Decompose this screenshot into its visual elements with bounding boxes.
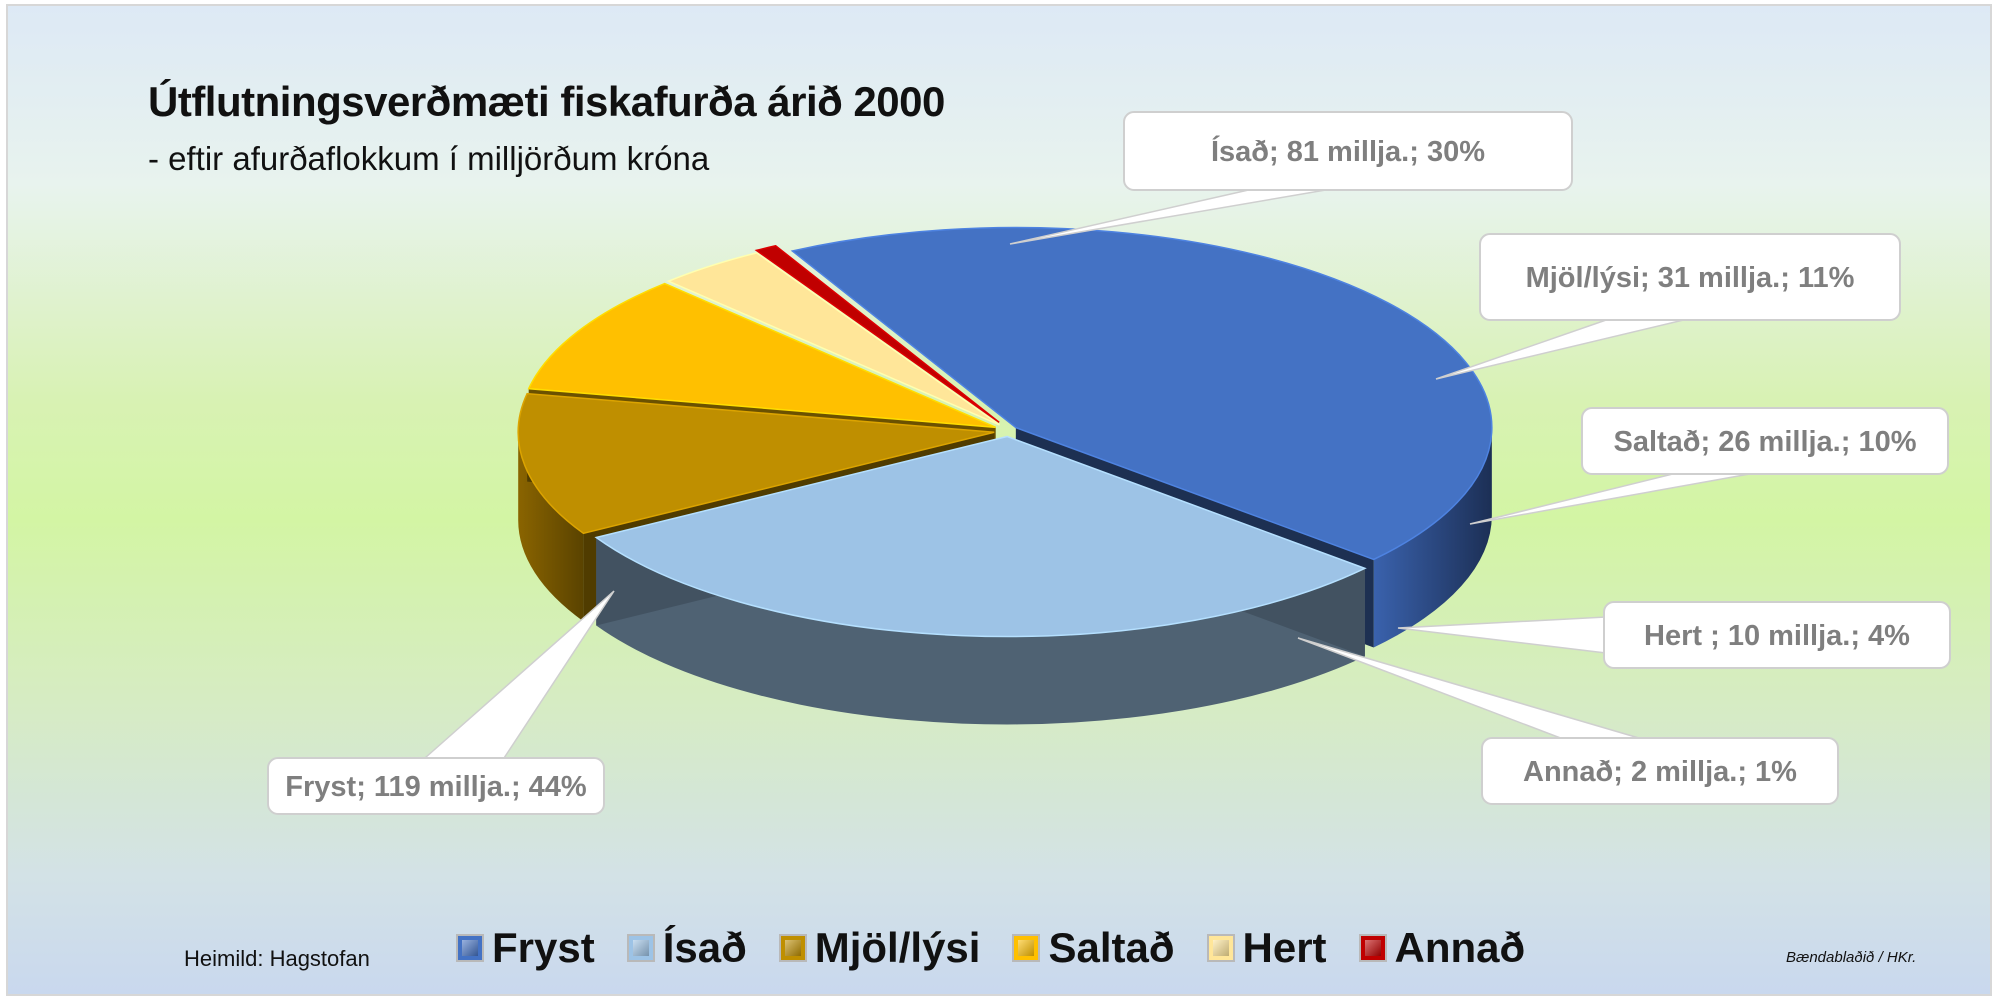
callout-sa: Ísað; 81 millja.; 30%	[1009, 111, 1573, 245]
chart-subtitle: - eftir afurðaflokkum í milljörðum króna	[148, 140, 710, 177]
legend-swatch	[456, 934, 484, 962]
legend: Fryst Ísað Mjöl/lýsi Saltað Hert Annað	[456, 924, 1525, 972]
legend-item-fryst: Fryst	[456, 924, 595, 972]
data-label-hert: Hert ; 10 millja.; 4%	[1644, 620, 1910, 652]
slice-mj-l-l-si	[517, 392, 995, 535]
callout-anna: Annað; 2 millja.; 1%	[1297, 637, 1839, 805]
legend-item-sa: Ísað	[626, 924, 747, 972]
legend-item-mj-l-l-si: Mjöl/lýsi	[778, 924, 981, 972]
legend-item-anna: Annað	[1358, 924, 1526, 972]
slice-side-fryst	[1373, 427, 1492, 648]
slice-hert	[666, 252, 1000, 426]
data-label-sa: Ísað; 81 millja.; 30%	[1211, 134, 1485, 168]
slice-side-mj-l-l-si	[518, 432, 584, 622]
chart-frame: Fryst; 119 millja.; 44% Ísað; 81 millja.;…	[6, 4, 1992, 996]
callout-box	[1581, 407, 1949, 475]
legend-label: Mjöl/lýsi	[814, 924, 981, 971]
slice-anna	[754, 244, 1000, 423]
credit-note: Bændablaðið / HKr.	[1786, 949, 1917, 966]
legend-label: Saltað	[1048, 924, 1175, 971]
legend-label: Hert	[1242, 924, 1327, 971]
callouts-layer: Fryst; 119 millja.; 44% Ísað; 81 millja.;…	[267, 111, 1951, 815]
callout-hert: Hert ; 10 millja.; 4%	[1397, 601, 1951, 669]
legend-item-hert: Hert	[1206, 924, 1327, 972]
slice-salta	[527, 282, 997, 429]
data-label-salta: Saltað; 26 millja.; 10%	[1613, 426, 1916, 458]
callout-pointer	[420, 590, 615, 761]
legend-label: Ísað	[662, 924, 747, 971]
data-label-fryst: Fryst; 119 millja.; 44%	[285, 771, 587, 803]
legend-swatch	[1012, 934, 1041, 962]
callout-pointer	[1297, 637, 1646, 741]
callout-box	[1123, 111, 1573, 191]
callout-pointer	[1435, 317, 1693, 380]
pie-chart: Fryst; 119 millja.; 44% Ísað; 81 millja.;…	[267, 111, 1951, 815]
legend-swatch	[626, 934, 655, 962]
chart-title: Útflutningsverðmæti fiskafurða árið 2000	[148, 78, 945, 125]
callout-box	[1603, 601, 1951, 669]
slice-side-sa	[596, 537, 1365, 725]
legend-swatch	[1358, 934, 1387, 962]
callout-box	[1481, 737, 1839, 805]
legend-label: Annað	[1394, 924, 1526, 971]
data-label-mj-l-l-si: Mjöl/lýsi; 31 millja.; 11%	[1526, 262, 1855, 294]
source-note: Heimild: Hagstofan	[184, 946, 370, 971]
slice-fryst	[790, 226, 1493, 561]
legend-item-salta: Saltað	[1012, 924, 1175, 972]
legend-label: Fryst	[492, 924, 595, 971]
callout-salta: Saltað; 26 millja.; 10%	[1469, 407, 1949, 525]
callout-fryst: Fryst; 119 millja.; 44%	[267, 590, 615, 815]
slices-layer	[517, 226, 1493, 725]
legend-swatch	[778, 934, 807, 962]
callout-pointer	[1009, 187, 1338, 245]
callout-mj-l-l-si: Mjöl/lýsi; 31 millja.; 11%	[1435, 233, 1901, 380]
callout-box	[1479, 233, 1901, 321]
data-label-anna: Annað; 2 millja.; 1%	[1523, 756, 1797, 788]
slice-sa	[594, 435, 1367, 638]
legend-swatch	[1206, 934, 1235, 962]
callout-box	[267, 757, 605, 815]
callout-pointer	[1397, 616, 1607, 654]
callout-pointer	[1469, 471, 1761, 525]
